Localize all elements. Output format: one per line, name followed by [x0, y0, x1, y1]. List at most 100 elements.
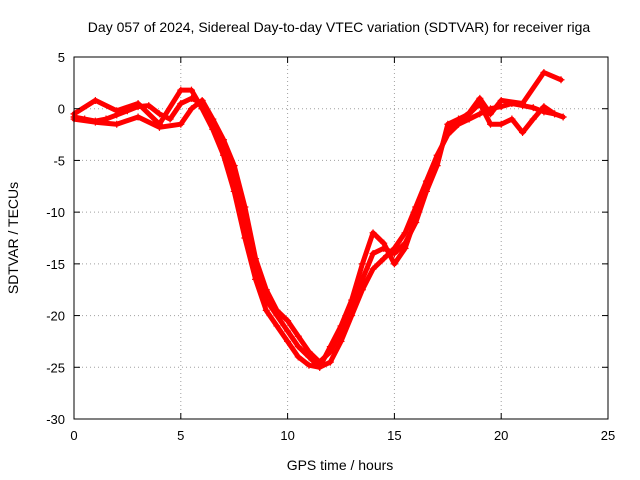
y-axis-label: SDTVAR / TECUs — [5, 182, 21, 294]
data-point-marker — [348, 301, 356, 309]
data-point-marker — [390, 250, 398, 258]
data-point-marker — [444, 120, 452, 128]
x-tick-label: 25 — [601, 428, 615, 443]
data-point-marker — [326, 358, 334, 366]
x-tick-label: 5 — [177, 428, 184, 443]
axis-ticks: 0 5 10 15 20 25 5 0 -5 -10 -15 -20 -25 -30 — [46, 50, 615, 443]
data-point-marker — [220, 151, 228, 159]
data-point-marker — [559, 113, 567, 121]
data-point-marker — [557, 76, 565, 84]
data-series — [70, 69, 567, 371]
data-point-marker — [380, 244, 388, 252]
data-point-marker — [529, 115, 537, 123]
data-point-marker — [540, 69, 548, 77]
gridlines — [74, 57, 608, 419]
series-track-2 — [70, 69, 565, 371]
data-point-marker — [476, 100, 484, 108]
data-point-marker — [369, 265, 377, 273]
data-point-marker — [358, 275, 366, 283]
y-tick-label: -15 — [46, 257, 65, 272]
data-point-marker — [294, 332, 302, 340]
data-point-marker — [487, 110, 495, 118]
x-tick-label: 0 — [70, 428, 77, 443]
data-point-marker — [91, 118, 99, 126]
data-point-marker — [134, 100, 142, 108]
data-point-marker — [284, 317, 292, 325]
data-point-marker — [433, 162, 441, 170]
data-point-marker — [476, 110, 484, 118]
data-point-marker — [465, 110, 473, 118]
data-point-marker — [401, 229, 409, 237]
data-point-marker — [145, 102, 153, 110]
y-tick-label: -25 — [46, 360, 65, 375]
data-point-marker — [529, 104, 537, 112]
data-point-marker — [187, 86, 195, 94]
data-point-marker — [177, 120, 185, 128]
data-point-marker — [209, 125, 217, 133]
data-point-marker — [294, 353, 302, 361]
data-point-marker — [252, 255, 260, 263]
data-point-marker — [273, 322, 281, 330]
data-point-marker — [390, 260, 398, 268]
y-tick-label: 0 — [58, 102, 65, 117]
data-point-marker — [497, 120, 505, 128]
y-tick-label: -10 — [46, 205, 65, 220]
data-point-marker — [337, 337, 345, 345]
data-point-marker — [316, 358, 324, 366]
data-point-marker — [284, 337, 292, 345]
data-point-marker — [134, 113, 142, 121]
data-point-marker — [369, 229, 377, 237]
series-line — [71, 95, 566, 370]
data-point-marker — [487, 120, 495, 128]
data-point-marker — [422, 187, 430, 195]
series-track-3 — [70, 96, 559, 366]
data-point-marker — [241, 203, 249, 211]
data-point-marker — [241, 234, 249, 242]
data-point-marker — [155, 110, 163, 118]
data-point-marker — [294, 343, 302, 351]
x-axis-label: GPS time / hours — [287, 457, 394, 473]
data-point-marker — [198, 96, 206, 104]
data-point-marker — [540, 103, 548, 111]
data-point-marker — [155, 123, 163, 131]
data-point-marker — [177, 86, 185, 94]
y-tick-label: 5 — [58, 50, 65, 65]
data-point-marker — [230, 187, 238, 195]
data-point-marker — [454, 115, 462, 123]
series-line — [71, 97, 558, 365]
data-point-marker — [262, 306, 270, 314]
data-point-marker — [326, 348, 334, 356]
data-point-marker — [177, 100, 185, 108]
series-track-main — [70, 94, 567, 371]
data-point-marker — [519, 100, 527, 108]
data-point-marker — [305, 348, 313, 356]
data-point-marker — [284, 327, 292, 335]
x-tick-label: 15 — [387, 428, 401, 443]
data-point-marker — [305, 361, 313, 369]
data-point-marker — [166, 115, 174, 123]
data-point-marker — [91, 96, 99, 104]
data-point-marker — [209, 115, 217, 123]
data-point-marker — [337, 327, 345, 335]
data-point-marker — [262, 286, 270, 294]
x-tick-label: 20 — [494, 428, 508, 443]
data-point-marker — [508, 115, 516, 123]
data-point-marker — [113, 107, 121, 115]
data-point-marker — [380, 255, 388, 263]
data-point-marker — [220, 136, 228, 144]
data-point-marker — [412, 218, 420, 226]
data-point-marker — [273, 306, 281, 314]
chart-title: Day 057 of 2024, Sidereal Day-to-day VTE… — [88, 19, 591, 35]
data-point-marker — [401, 239, 409, 247]
data-point-marker — [358, 260, 366, 268]
data-point-marker — [252, 275, 260, 283]
y-tick-label: -30 — [46, 412, 65, 427]
data-point-marker — [187, 105, 195, 113]
data-point-marker — [369, 250, 377, 258]
data-point-marker — [230, 162, 238, 170]
data-point-marker — [497, 96, 505, 104]
x-tick-label: 10 — [280, 428, 294, 443]
y-tick-label: -20 — [46, 309, 65, 324]
data-point-marker — [113, 120, 121, 128]
